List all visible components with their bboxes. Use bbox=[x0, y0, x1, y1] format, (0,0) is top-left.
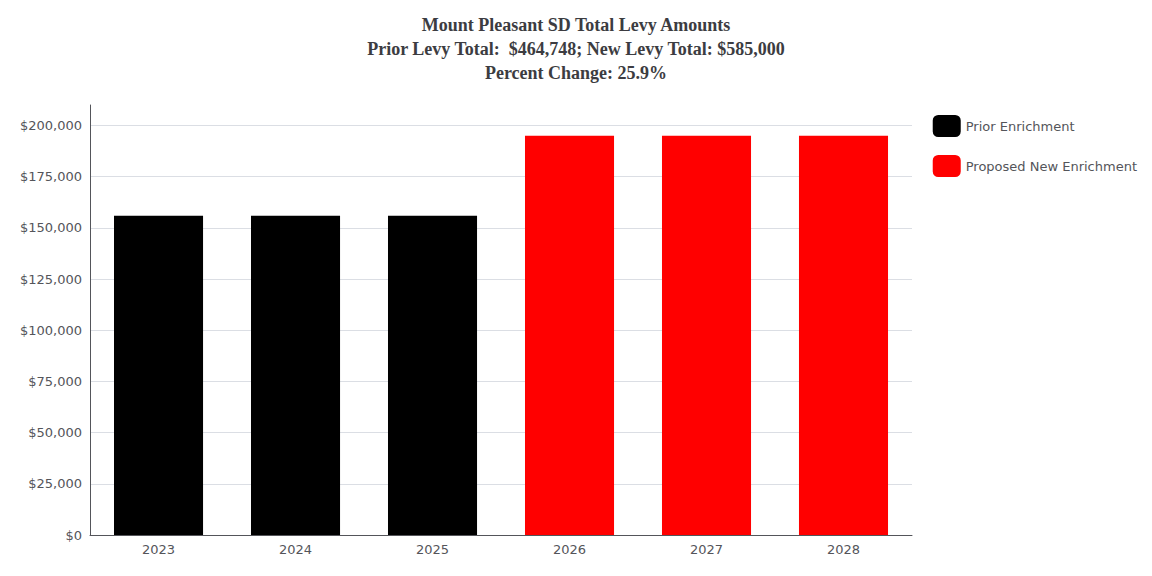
svg-text:2025: 2025 bbox=[416, 542, 449, 557]
svg-text:2024: 2024 bbox=[279, 542, 312, 557]
svg-text:2028: 2028 bbox=[827, 542, 860, 557]
svg-text:$75,000: $75,000 bbox=[28, 374, 82, 389]
svg-text:Prior Levy Total: $464,748; N: Prior Levy Total: $464,748; New Levy Tot… bbox=[367, 39, 785, 59]
svg-text:Percent Change: 25.9%: Percent Change: 25.9% bbox=[485, 63, 667, 83]
svg-text:2027: 2027 bbox=[690, 542, 723, 557]
svg-text:$100,000: $100,000 bbox=[20, 323, 82, 338]
svg-text:$125,000: $125,000 bbox=[20, 272, 82, 287]
svg-text:2026: 2026 bbox=[553, 542, 586, 557]
svg-text:Mount Pleasant SD Total Levy A: Mount Pleasant SD Total Levy Amounts bbox=[422, 15, 731, 35]
svg-text:$25,000: $25,000 bbox=[28, 476, 82, 491]
svg-text:Prior Enrichment: Prior Enrichment bbox=[966, 119, 1075, 134]
svg-text:$50,000: $50,000 bbox=[28, 425, 82, 440]
svg-text:$150,000: $150,000 bbox=[20, 220, 82, 235]
svg-text:2023: 2023 bbox=[142, 542, 175, 557]
svg-text:Proposed New Enrichment: Proposed New Enrichment bbox=[966, 159, 1137, 174]
svg-text:$200,000: $200,000 bbox=[20, 118, 82, 133]
svg-text:$0: $0 bbox=[65, 528, 82, 543]
svg-text:$175,000: $175,000 bbox=[20, 169, 82, 184]
